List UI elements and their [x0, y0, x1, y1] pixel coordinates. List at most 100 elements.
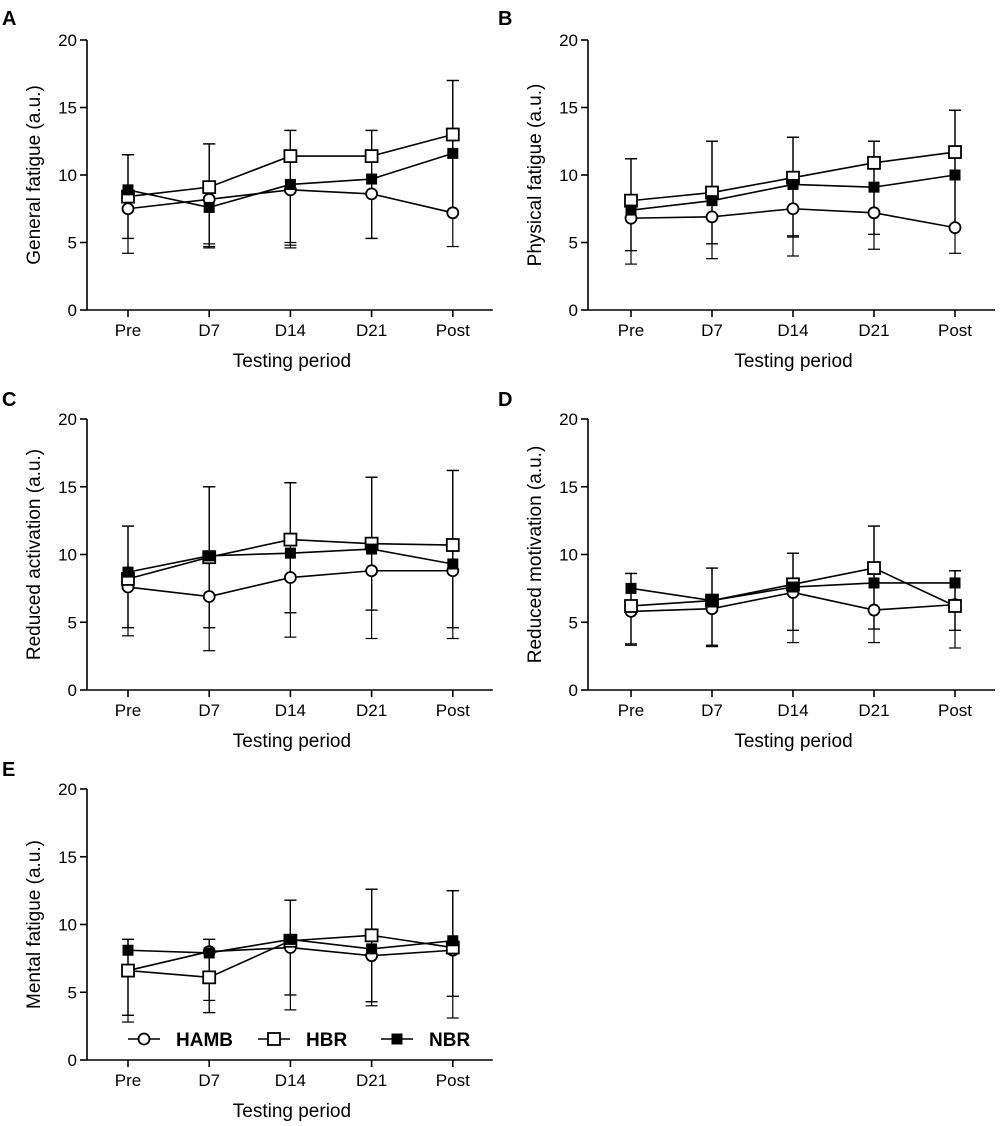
y-tick-label: 10 — [58, 546, 77, 565]
point-nbr — [122, 566, 134, 578]
x-axis-title: Testing period — [734, 731, 852, 752]
point-hbr — [948, 599, 962, 613]
y-tick-label: 20 — [559, 410, 578, 429]
y-tick-label: 15 — [58, 478, 77, 497]
legend-label: HBR — [306, 1030, 347, 1051]
point-nbr — [122, 184, 134, 196]
y-tick-label: 10 — [58, 916, 77, 935]
y-tick-label: 20 — [58, 31, 77, 50]
point-nbr — [366, 173, 378, 185]
point-hamb — [283, 571, 297, 584]
point-hbr — [445, 127, 460, 142]
point-nbr — [949, 577, 961, 589]
x-tick-label: D21 — [858, 321, 889, 340]
panel-letter: E — [2, 759, 15, 781]
panel-b: B 0 5 10 15 20 Pre D7 D14 D21 Post Testing period Ph… — [498, 8, 995, 372]
y-tick-label: 10 — [559, 166, 578, 185]
x-tick-label: D14 — [275, 701, 306, 720]
y-tick-label: 15 — [58, 848, 77, 867]
x-tick-label: Pre — [115, 1071, 141, 1090]
y-tick-label: 10 — [559, 546, 578, 565]
y-tick-label: 20 — [559, 31, 578, 50]
legend-item-nbr: NBR — [381, 1030, 470, 1051]
x-tick-label: D7 — [198, 701, 220, 720]
y-axis-title: Physical fatigue (a.u.) — [525, 84, 546, 267]
point-nbr — [868, 577, 880, 589]
y-tick-label: 10 — [58, 166, 77, 185]
point-hbr — [867, 155, 881, 170]
y-tick-label: 20 — [58, 410, 77, 429]
point-hbr — [948, 145, 962, 159]
x-tick-label: D7 — [198, 1071, 220, 1090]
y-tick-label: 5 — [68, 983, 77, 1002]
point-nbr — [868, 181, 880, 193]
point-hbr — [121, 963, 135, 978]
x-tick-label: D7 — [701, 321, 723, 340]
y-tick-label: 0 — [68, 301, 77, 320]
y-axis-title: Reduced motivation (a.u.) — [525, 446, 546, 664]
y-tick-label: 15 — [559, 99, 578, 118]
point-hamb — [446, 206, 460, 220]
point-hamb — [121, 202, 135, 216]
point-hbr — [624, 599, 638, 613]
legend-marker — [137, 1032, 151, 1046]
point-hbr — [283, 532, 298, 547]
legend-marker — [267, 1032, 281, 1046]
x-tick-label: D14 — [777, 701, 808, 720]
panel-letter: A — [2, 8, 16, 30]
point-nbr — [366, 943, 378, 955]
x-tick-label: D14 — [275, 1071, 306, 1090]
point-hbr — [364, 149, 379, 164]
x-tick-label: Pre — [115, 701, 141, 720]
x-tick-label: Post — [436, 701, 470, 720]
panel-letter: D — [498, 389, 512, 411]
x-tick-label: Post — [938, 701, 972, 720]
point-hamb — [202, 590, 216, 603]
y-axis-title: General fatigue (a.u.) — [24, 85, 45, 265]
panel-letter: C — [2, 389, 16, 411]
point-hamb — [786, 202, 800, 216]
x-axis-title: Testing period — [233, 351, 351, 372]
panel-a: A 0 5 10 15 20 Pre D7 D14 D21 Post Testing period Ge… — [2, 8, 493, 372]
point-hamb — [365, 564, 379, 578]
x-tick-label: D21 — [858, 701, 889, 720]
point-nbr — [787, 178, 799, 190]
x-tick-label: D7 — [701, 701, 723, 720]
point-hbr — [445, 538, 460, 552]
point-nbr — [949, 169, 961, 181]
point-hbr — [202, 180, 217, 195]
point-hbr — [867, 561, 881, 575]
point-hamb — [365, 187, 379, 201]
y-tick-label: 5 — [569, 234, 578, 253]
point-hamb — [867, 206, 881, 220]
point-hamb — [948, 221, 962, 235]
legend-marker — [391, 1033, 403, 1045]
point-nbr — [203, 947, 215, 959]
point-nbr — [203, 201, 215, 213]
y-tick-label: 0 — [68, 681, 77, 700]
x-tick-label: D21 — [356, 701, 387, 720]
y-tick-label: 5 — [569, 613, 578, 632]
x-axis-title: Testing period — [734, 351, 852, 372]
point-hamb — [867, 603, 881, 617]
y-tick-label: 20 — [58, 780, 77, 799]
point-hbr — [364, 928, 379, 943]
panel-c: C 0 5 10 15 20 Pre D7 D14 D21 Post Testing period Re… — [2, 389, 493, 752]
y-axis-title: Mental fatigue (a.u.) — [24, 840, 45, 1009]
y-tick-label: 15 — [559, 478, 578, 497]
x-tick-label: Pre — [618, 321, 644, 340]
y-tick-label: 5 — [68, 234, 77, 253]
x-tick-label: D7 — [198, 321, 220, 340]
x-axis-title: Testing period — [233, 1101, 351, 1122]
panel-e: E 0 5 10 15 20 Pre D7 D14 D21 Post Testing period Me… — [2, 759, 493, 1122]
x-tick-label: Pre — [618, 701, 644, 720]
legend: HAMB HBR NBR — [128, 1030, 470, 1051]
y-tick-label: 5 — [68, 613, 77, 632]
y-tick-label: 0 — [569, 301, 578, 320]
point-nbr — [787, 581, 799, 593]
point-nbr — [366, 543, 378, 555]
point-nbr — [122, 944, 134, 956]
panel-d: D 0 5 10 15 20 Pre D7 D14 D21 Post Testing period Re… — [498, 389, 995, 752]
point-hbr — [202, 970, 217, 985]
